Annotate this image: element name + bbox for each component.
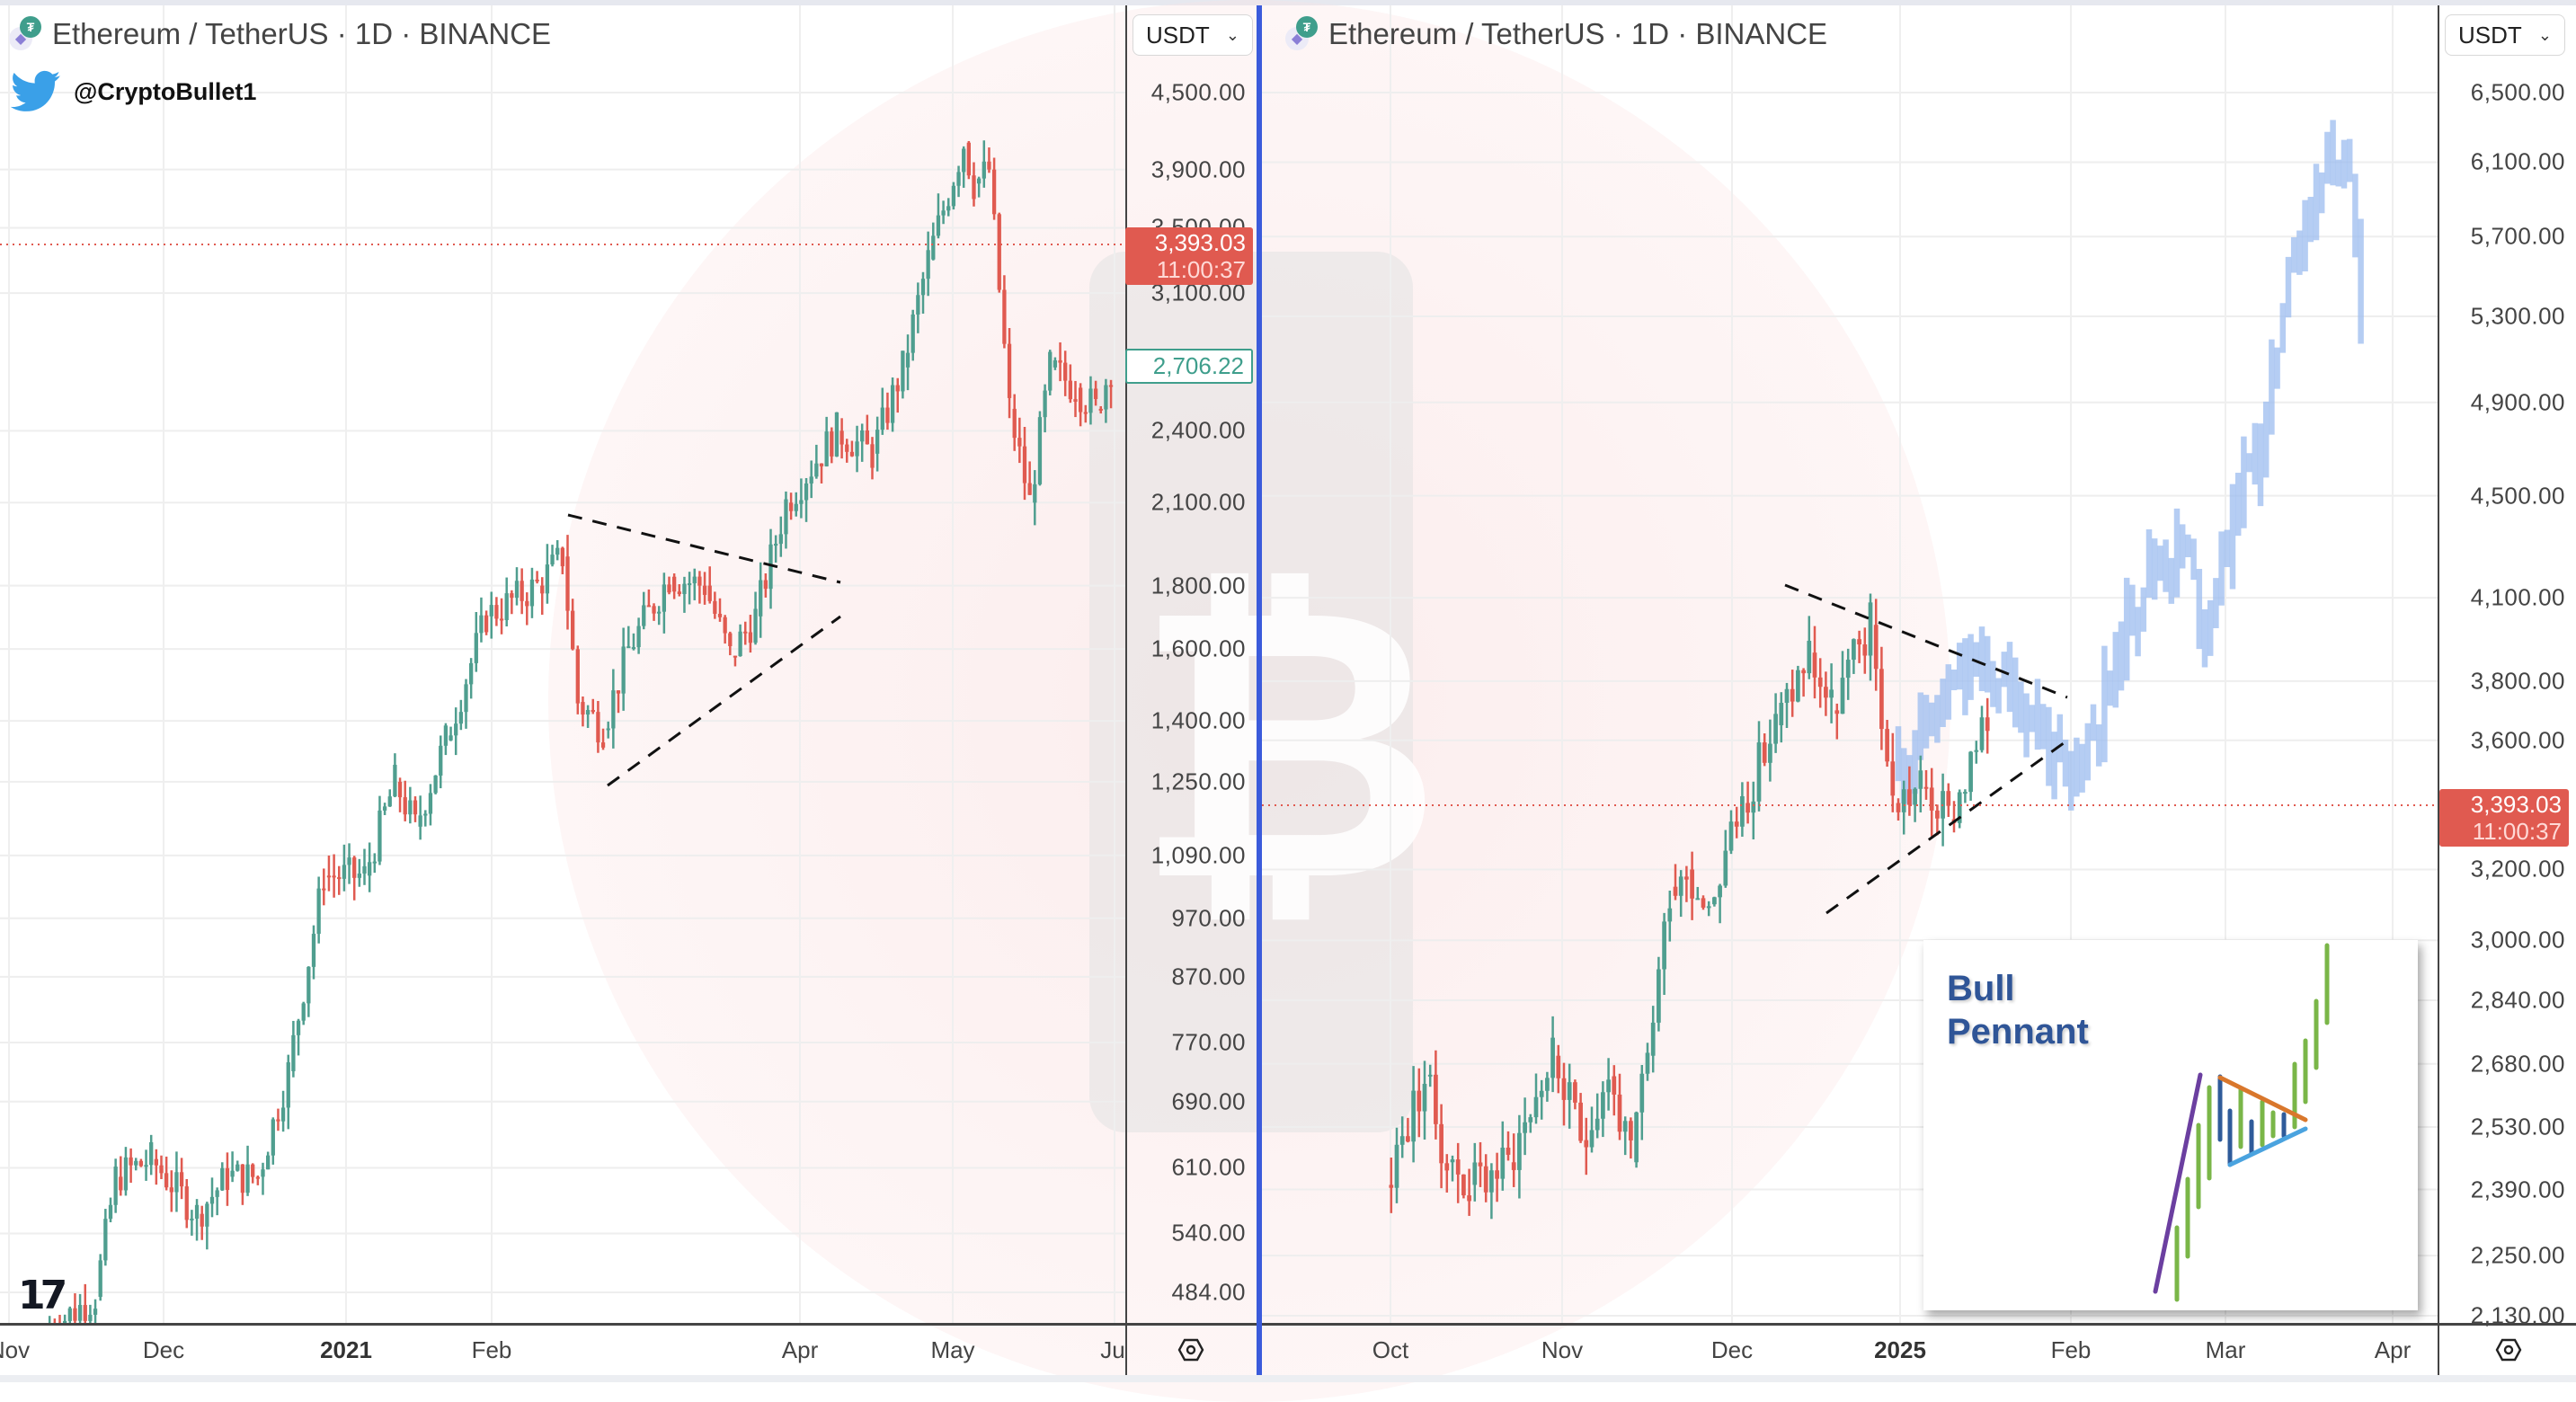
price-tick: 2,530.00 [2470,1113,2565,1140]
right-pennant-lower-trendline[interactable] [1825,739,2068,915]
time-axis-label: Feb [2050,1336,2092,1363]
left-time-axis[interactable]: Nov Dec 2021 Feb Apr May Ju [0,1323,1257,1378]
eth-usdt-coin-icon: ◆ ₮ [1285,16,1321,52]
price-tick: 4,100.00 [2470,583,2565,611]
price-tick: 4,900.00 [2470,388,2565,416]
right-chart-pane[interactable]: ◆ ₮ Ethereum / TetherUS · 1D · BINANCE Bu… [1262,5,2576,1375]
right-price-axis[interactable]: USDT ⌄ 6,500.00 6,100.00 5,700.00 5,300.00 4… [2438,5,2576,1329]
right-currency-select[interactable]: USDT ⌄ [2445,14,2565,56]
price-tick: 1,400.00 [1150,706,1246,734]
price-tick: 3,900.00 [1150,155,1246,183]
time-axis-label: Feb [471,1336,512,1363]
chevron-down-icon: ⌄ [1225,25,1239,44]
time-axis-label: Dec [142,1336,185,1363]
price-tick: 1,800.00 [1150,572,1246,599]
right-countdown: 11:00:37 [2472,818,2562,845]
price-tick: 2,680.00 [2470,1050,2565,1078]
right-currency-value: USDT [2458,21,2522,49]
left-chart-pane[interactable]: ◆ ₮ Ethereum / TetherUS · 1D · BINANCE @C… [0,5,1257,1375]
right-time-axis[interactable]: Oct Nov Dec 2025 Feb Mar Apr [1262,1323,2576,1378]
left-chart-title[interactable]: ◆ ₮ Ethereum / TetherUS · 1D · BINANCE [9,16,551,52]
left-currency-select[interactable]: USDT ⌄ [1133,14,1253,56]
right-pennant-upper-trendline[interactable] [1784,583,2068,699]
time-axis-label: Apr [781,1336,819,1363]
price-tick: 4,500.00 [1150,78,1246,106]
left-countdown: 11:00:37 [1156,256,1246,283]
time-axis-label: May [930,1336,975,1363]
price-tick: 770.00 [1171,1028,1246,1056]
time-axis-label: Nov [1541,1336,1584,1363]
right-current-price-badge: 3,393.03 11:00:37 [2439,789,2569,847]
price-tick: 970.00 [1171,904,1246,932]
price-tick: 3,000.00 [2470,926,2565,954]
window-top-bar [0,0,2576,5]
price-tick: 2,390.00 [2470,1176,2565,1202]
twitter-handle-text: @CryptoBullet1 [74,77,257,105]
window-bottom-bar [0,1375,2576,1382]
price-tick: 484.00 [1171,1278,1246,1306]
tradingview-logo-icon[interactable]: 17 [18,1273,67,1318]
price-tick: 1,600.00 [1150,634,1246,662]
left-current-price-badge: 3,393.03 11:00:37 [1125,227,1253,285]
time-axis-label: Mar [2205,1336,2246,1363]
settings-gear-icon[interactable] [1177,1336,1204,1363]
inset-title-line2: Pennant [1947,1012,2089,1052]
price-tick: 2,400.00 [1150,416,1246,444]
left-pennant-upper-trendline[interactable] [567,513,841,584]
time-axis-label: Nov [0,1336,31,1363]
projection-bars [1895,120,2364,811]
price-tick: 5,700.00 [2470,222,2565,250]
chevron-down-icon: ⌄ [2537,25,2552,44]
price-tick: 2,100.00 [1150,488,1246,516]
price-tick: 5,300.00 [2470,302,2565,330]
left-currency-value: USDT [1146,21,1210,49]
candles [48,140,1114,1323]
price-tick: 870.00 [1171,963,1246,990]
right-chart-title[interactable]: ◆ ₮ Ethereum / TetherUS · 1D · BINANCE [1285,16,1827,52]
price-tick: 3,200.00 [2470,855,2565,883]
time-axis-label: Ju [1100,1336,1125,1363]
price-tick: 4,500.00 [2470,482,2565,510]
twitter-bird-icon [11,70,61,111]
right-current-price: 3,393.03 [2470,791,2562,818]
price-tick: 540.00 [1171,1219,1246,1247]
time-axis-label: Oct [1372,1336,1409,1363]
time-axis-label: Dec [1710,1336,1754,1363]
twitter-handle: @CryptoBullet1 [11,70,256,113]
bull-pennant-inset: Bull Pennant [1923,940,2418,1310]
price-tick: 6,500.00 [2470,78,2565,106]
candles [1389,593,1990,1220]
price-tick: 3,600.00 [2470,726,2565,754]
price-tick: 690.00 [1171,1087,1246,1115]
time-axis-label: Apr [2374,1336,2412,1363]
price-tick: 1,090.00 [1150,841,1246,869]
right-axis-corner-divider [2438,1323,2439,1375]
price-tick: 3,800.00 [2470,667,2565,695]
price-tick: 610.00 [1171,1153,1246,1181]
left-price-axis[interactable]: USDT ⌄ 4,500.003,900.003,500.003,100.002… [1125,5,1258,1323]
left-chart-title-text: Ethereum / TetherUS · 1D · BINANCE [52,17,552,50]
time-axis-label: 2021 [320,1336,372,1363]
left-axis-corner-divider [1125,1323,1127,1375]
left-pennant-lower-trendline[interactable] [607,615,841,787]
right-candlestick-plot[interactable] [1262,5,2438,1323]
price-tick: 6,100.00 [2470,147,2565,175]
left-last-bar-price-badge: 2,706.22 [1125,349,1253,384]
price-tick: 2,840.00 [2470,986,2565,1014]
price-tick: 1,250.00 [1150,768,1246,795]
right-chart-title-text: Ethereum / TetherUS · 1D · BINANCE [1328,17,1828,50]
price-tick: 2,250.00 [2470,1241,2565,1269]
inset-title-line1: Bull [1947,969,2015,1008]
left-candlestick-plot[interactable] [0,5,1125,1323]
settings-gear-icon[interactable] [2495,1336,2522,1363]
time-axis-label: 2025 [1874,1336,1926,1363]
bull-pennant-title: Bull Pennant [1947,967,2089,1053]
left-current-price: 3,393.03 [1154,229,1246,256]
eth-usdt-coin-icon: ◆ ₮ [9,16,45,52]
bull-pennant-diagram-icon [2153,943,2330,1302]
chart-split-divider[interactable] [1257,5,1262,1375]
